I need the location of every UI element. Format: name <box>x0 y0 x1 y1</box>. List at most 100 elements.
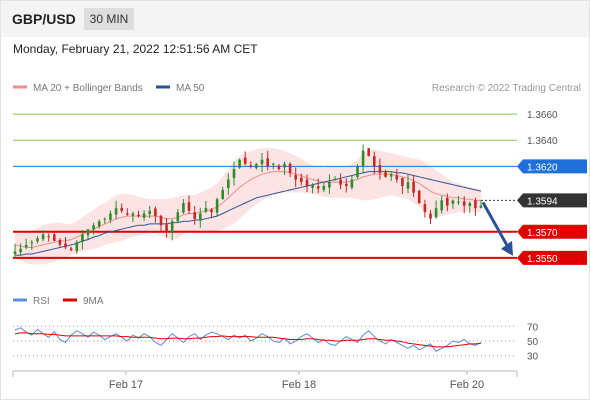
candle-body <box>345 183 348 186</box>
support-resistance-levels: 1.3660 1.3640 1.3620 1.3594 1.3570 1.3550 <box>13 110 587 265</box>
x-tick-label: Feb 18 <box>282 379 316 391</box>
rsi-series-9ma <box>14 332 482 348</box>
level-badge <box>517 224 587 239</box>
candle-body <box>322 186 326 190</box>
candle-body <box>446 198 449 206</box>
candle-body <box>137 214 140 216</box>
candle-body <box>417 190 421 203</box>
candle-body <box>395 175 399 180</box>
candle-body <box>328 182 331 188</box>
candle-body <box>176 212 180 222</box>
candle-body <box>86 229 90 236</box>
candle-body <box>232 169 236 178</box>
candle-body <box>75 242 79 252</box>
level-badge <box>517 250 587 265</box>
candle-body <box>249 165 253 167</box>
candle-body <box>288 163 292 173</box>
rsi-tick-label: 30 <box>527 352 539 363</box>
rsi-tick-label: 70 <box>527 322 539 333</box>
bollinger-band-fill <box>15 148 481 265</box>
candle-body <box>356 166 359 177</box>
candle-body <box>92 225 95 230</box>
candle-body <box>159 215 163 226</box>
x-tick-label: Feb 17 <box>109 379 143 391</box>
level-badge-label: 1.3550 <box>527 254 558 265</box>
candle-body <box>36 238 39 242</box>
candle-body <box>81 234 84 242</box>
candle-body <box>468 203 472 206</box>
candle-body <box>479 205 483 208</box>
candle-body <box>204 208 208 212</box>
level-badge-label: 1.3620 <box>527 162 558 173</box>
candle-body <box>401 178 404 186</box>
candle-body <box>429 213 432 219</box>
candle-body <box>373 156 376 167</box>
candle-body <box>406 182 410 189</box>
ma50-line <box>15 171 482 256</box>
candle-body <box>462 201 466 206</box>
level-badge <box>517 193 587 208</box>
rsi-series-rsi <box>14 327 482 352</box>
candle-body <box>64 243 67 248</box>
forecast-arrow-head <box>501 240 513 256</box>
candle-body <box>126 213 129 215</box>
candle-body <box>142 213 146 218</box>
candle-body <box>389 174 393 177</box>
candle-body <box>19 248 22 253</box>
candle-body <box>199 213 202 221</box>
candle-body <box>243 157 247 164</box>
candle-body <box>367 148 370 156</box>
copyright: Research © 2022 Trading Central <box>432 83 581 94</box>
candle-body <box>58 239 62 245</box>
candle-body <box>266 158 269 167</box>
level-badge-label: 1.3594 <box>527 196 558 207</box>
candle-body <box>154 208 157 217</box>
legend-9ma-label: 9MA <box>83 296 104 307</box>
candle-body <box>165 224 168 232</box>
candle-body <box>13 251 17 254</box>
candle-body <box>350 179 354 188</box>
candle-body <box>41 234 45 240</box>
candle-body <box>361 150 365 167</box>
candle-body <box>316 186 320 189</box>
candle-body <box>451 200 455 204</box>
candle-body <box>193 212 196 219</box>
candle-body <box>120 207 123 211</box>
candle-body <box>384 171 387 177</box>
header-bar: GBP/USD 30 MIN <box>1 1 589 37</box>
currency-pair: GBP/USD <box>12 11 76 27</box>
candle-body <box>109 213 112 220</box>
candle-body <box>300 177 303 182</box>
legend-ma50-label: MA 50 <box>176 83 205 94</box>
candle-body <box>187 202 191 211</box>
candle-body <box>423 204 427 213</box>
candle-body <box>69 248 73 251</box>
candle-body <box>457 201 460 203</box>
candle-body <box>311 184 314 188</box>
candle-body <box>294 175 297 180</box>
x-tick-label: Feb 20 <box>450 379 484 391</box>
moving-averages <box>14 171 482 256</box>
candle-body <box>440 200 443 211</box>
candles <box>13 144 483 257</box>
forecast-arrow-shaft <box>481 201 511 250</box>
candle-body <box>227 179 230 188</box>
candle-body <box>378 165 382 173</box>
candle-body <box>238 159 241 168</box>
legend-rsi-label: RSI <box>33 296 50 307</box>
candle-body <box>97 221 101 227</box>
legend-ma20-label: MA 20 + Bollinger Bands <box>33 83 143 94</box>
candle-body <box>47 236 50 238</box>
candle-body <box>53 234 56 241</box>
level-label: 1.3660 <box>527 110 558 121</box>
candle-body <box>434 208 438 218</box>
candle-body <box>260 159 264 165</box>
candle-body <box>131 213 135 216</box>
timeframe-button[interactable]: 30 MIN <box>84 8 134 30</box>
bollinger-bands <box>15 148 481 265</box>
candle-body <box>210 209 213 213</box>
candle-body <box>412 181 415 193</box>
rsi-tick-label: 50 <box>527 337 539 348</box>
